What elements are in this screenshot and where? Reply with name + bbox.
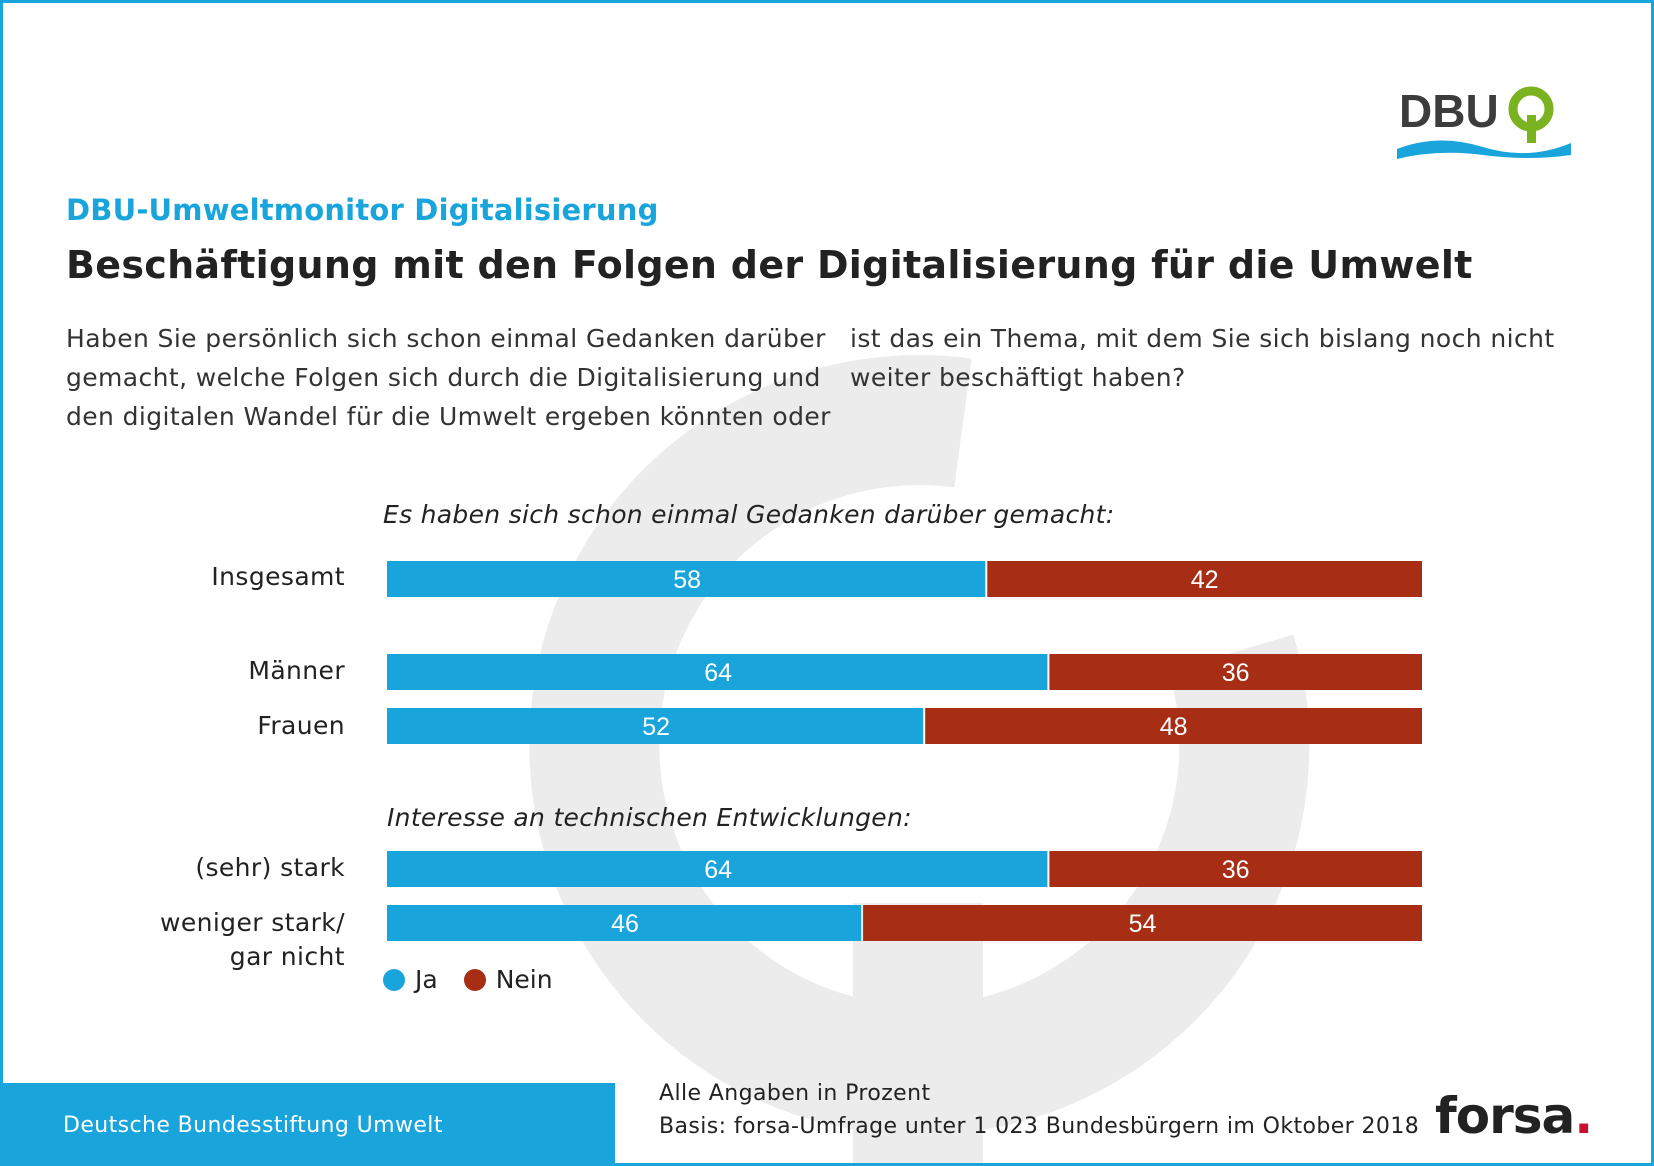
question-line: den digitalen Wandel für die Umwelt erge… <box>66 402 831 431</box>
data-label-ja-row-4: 46 <box>611 910 639 938</box>
data-label-nein-row-3: 36 <box>1222 856 1250 884</box>
row-label-line: gar nicht <box>229 942 345 971</box>
question-line: weiter beschäftigt haben? <box>850 363 1186 392</box>
dbu-logo: DBU <box>1397 85 1571 159</box>
bar-ja-row-1 <box>387 654 1048 690</box>
footer-organization: Deutsche Bundesstiftung Umwelt <box>63 1113 443 1138</box>
row-label-insgesamt: Insgesamt <box>211 560 345 594</box>
data-label-ja-row-2: 52 <box>642 713 670 741</box>
forsa-logo: forsa. <box>1435 1087 1593 1145</box>
data-label-nein-row-4: 54 <box>1129 910 1157 938</box>
question-line: ist das ein Thema, mit dem Sie sich bisl… <box>850 324 1555 353</box>
chart-legend: Ja Nein <box>383 965 579 994</box>
data-label-nein-row-0: 42 <box>1191 566 1219 594</box>
stacked-bar-chart: 58 42 64 36 52 48 64 36 46 54 <box>387 561 1422 941</box>
row-label-line: weniger stark/ <box>159 908 345 937</box>
bar-nein-row-3 <box>1049 851 1422 887</box>
legend-item-nein: Nein <box>463 965 553 994</box>
legend-swatch-ja <box>383 968 405 991</box>
dbu-logo-text: DBU <box>1399 85 1499 137</box>
data-label-nein-row-2: 48 <box>1160 713 1188 741</box>
bar-nein-row-4 <box>863 905 1422 941</box>
bar-nein-row-0 <box>987 561 1422 597</box>
row-label-weniger-stark: weniger stark/ gar nicht <box>160 906 345 974</box>
row-label-line: Männer <box>248 656 345 685</box>
chart-subhead-gedanken: Es haben sich schon einmal Gedanken darü… <box>383 500 1115 529</box>
row-label-line: (sehr) stark <box>195 853 345 882</box>
source-note-line: Basis: forsa-Umfrage unter 1 023 Bundesb… <box>659 1114 1420 1139</box>
data-label-ja-row-0: 58 <box>673 566 701 594</box>
question-text-right: ist das ein Thema, mit dem Sie sich bisl… <box>850 319 1555 397</box>
legend-label-ja: Ja <box>415 965 438 994</box>
forsa-logo-dot: . <box>1574 1087 1593 1145</box>
legend-label-nein: Nein <box>495 965 553 994</box>
forsa-logo-text: forsa <box>1435 1087 1575 1145</box>
legend-item-ja: Ja <box>383 965 438 994</box>
row-label-frauen: Frauen <box>257 709 345 743</box>
source-note-line: Alle Angaben in Prozent <box>659 1081 931 1106</box>
bar-nein-row-2 <box>925 708 1422 744</box>
source-note: Alle Angaben in Prozent Basis: forsa-Umf… <box>659 1077 1419 1143</box>
legend-swatch-nein <box>463 968 486 991</box>
data-label-ja-row-3: 64 <box>704 856 732 884</box>
question-line: gemacht, welche Folgen sich durch die Di… <box>66 363 821 392</box>
data-label-ja-row-1: 64 <box>704 659 732 687</box>
row-label-line: Frauen <box>257 711 345 740</box>
bar-ja-row-2 <box>387 708 924 744</box>
question-text-left: Haben Sie persönlich sich schon einmal G… <box>66 319 831 436</box>
bar-nein-row-1 <box>1049 654 1422 690</box>
bar-ja-row-4 <box>387 905 862 941</box>
bar-ja-row-3 <box>387 851 1048 887</box>
footer-band <box>3 1083 615 1163</box>
question-line: Haben Sie persönlich sich schon einmal G… <box>66 324 826 353</box>
chart-subhead-interesse: Interesse an technischen Entwicklungen: <box>387 803 912 832</box>
data-label-nein-row-1: 36 <box>1222 659 1250 687</box>
row-label-sehr-stark: (sehr) stark <box>195 851 345 885</box>
kicker-heading: DBU-Umweltmonitor Digitalisierung <box>66 193 659 227</box>
row-label-maenner: Männer <box>248 654 345 688</box>
bar-ja-row-0 <box>387 561 986 597</box>
page-title: Beschäftigung mit den Folgen der Digital… <box>66 243 1473 287</box>
row-label-line: Insgesamt <box>211 562 345 591</box>
